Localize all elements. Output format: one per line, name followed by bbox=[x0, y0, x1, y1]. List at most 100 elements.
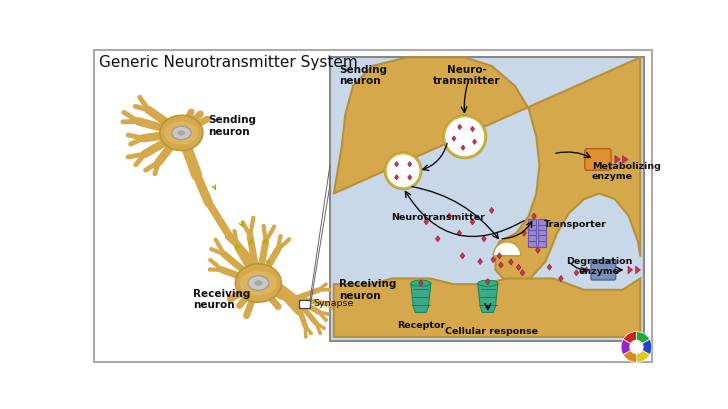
Ellipse shape bbox=[248, 276, 269, 290]
Polygon shape bbox=[482, 236, 486, 242]
Polygon shape bbox=[408, 162, 412, 167]
Text: Degradation
enzyme: Degradation enzyme bbox=[566, 256, 633, 276]
Bar bbox=[330, 58, 644, 341]
Wedge shape bbox=[636, 339, 652, 355]
Polygon shape bbox=[516, 265, 521, 271]
Circle shape bbox=[241, 221, 245, 225]
Wedge shape bbox=[636, 347, 650, 362]
Polygon shape bbox=[497, 253, 502, 259]
Ellipse shape bbox=[411, 281, 431, 287]
Text: Metabolizing
enzyme: Metabolizing enzyme bbox=[592, 162, 660, 181]
Polygon shape bbox=[411, 283, 431, 313]
Polygon shape bbox=[491, 257, 496, 263]
Circle shape bbox=[324, 318, 328, 322]
Polygon shape bbox=[521, 270, 525, 276]
Circle shape bbox=[333, 307, 337, 311]
Bar bbox=[299, 300, 310, 308]
Text: Generic Neurotransmitter System: Generic Neurotransmitter System bbox=[99, 54, 357, 70]
Ellipse shape bbox=[235, 264, 282, 303]
Circle shape bbox=[445, 117, 485, 157]
Polygon shape bbox=[334, 58, 641, 284]
Circle shape bbox=[386, 155, 420, 188]
Polygon shape bbox=[628, 266, 633, 274]
Polygon shape bbox=[478, 283, 498, 313]
Polygon shape bbox=[494, 243, 521, 256]
Circle shape bbox=[272, 225, 276, 229]
FancyBboxPatch shape bbox=[591, 260, 616, 280]
Text: Transporter: Transporter bbox=[544, 219, 607, 228]
Polygon shape bbox=[447, 213, 451, 220]
Wedge shape bbox=[636, 332, 650, 347]
Circle shape bbox=[322, 326, 326, 330]
Circle shape bbox=[630, 341, 643, 353]
Polygon shape bbox=[395, 175, 398, 181]
Circle shape bbox=[279, 235, 282, 238]
Wedge shape bbox=[621, 339, 636, 355]
Polygon shape bbox=[558, 276, 563, 282]
Polygon shape bbox=[470, 219, 475, 225]
Polygon shape bbox=[584, 267, 589, 273]
Circle shape bbox=[287, 238, 291, 242]
Ellipse shape bbox=[478, 281, 498, 287]
Circle shape bbox=[251, 216, 256, 220]
Circle shape bbox=[443, 116, 486, 159]
Polygon shape bbox=[419, 281, 423, 287]
Circle shape bbox=[232, 230, 237, 234]
Circle shape bbox=[326, 312, 330, 316]
Circle shape bbox=[225, 236, 229, 239]
Polygon shape bbox=[615, 156, 620, 164]
Polygon shape bbox=[424, 219, 429, 225]
Circle shape bbox=[384, 153, 422, 190]
Ellipse shape bbox=[160, 116, 203, 151]
Wedge shape bbox=[623, 347, 636, 362]
Polygon shape bbox=[470, 127, 475, 133]
Polygon shape bbox=[547, 264, 552, 270]
Polygon shape bbox=[452, 137, 456, 142]
Circle shape bbox=[214, 238, 218, 242]
Polygon shape bbox=[461, 146, 465, 151]
Text: Receptor: Receptor bbox=[397, 321, 445, 330]
Text: Neuro-
transmitter: Neuro- transmitter bbox=[433, 65, 501, 86]
Circle shape bbox=[208, 268, 212, 272]
Polygon shape bbox=[499, 262, 503, 268]
Circle shape bbox=[210, 247, 213, 252]
Polygon shape bbox=[486, 279, 490, 285]
Circle shape bbox=[309, 331, 313, 335]
Circle shape bbox=[324, 283, 328, 287]
Polygon shape bbox=[395, 162, 398, 167]
Ellipse shape bbox=[164, 122, 199, 145]
Circle shape bbox=[318, 331, 322, 335]
Circle shape bbox=[333, 301, 337, 305]
Text: Sending
neuron: Sending neuron bbox=[208, 115, 256, 137]
Circle shape bbox=[304, 335, 308, 339]
Ellipse shape bbox=[172, 127, 191, 140]
Polygon shape bbox=[622, 156, 628, 164]
Text: Receiving
neuron: Receiving neuron bbox=[193, 288, 250, 310]
Ellipse shape bbox=[254, 281, 262, 286]
Polygon shape bbox=[460, 253, 464, 259]
Polygon shape bbox=[334, 279, 641, 337]
Polygon shape bbox=[536, 247, 540, 254]
Polygon shape bbox=[489, 208, 494, 214]
Text: Synapse: Synapse bbox=[313, 298, 353, 307]
Ellipse shape bbox=[240, 271, 277, 296]
Text: Sending
neuron: Sending neuron bbox=[339, 65, 387, 86]
Polygon shape bbox=[408, 175, 412, 181]
Bar bbox=[538, 220, 546, 247]
Wedge shape bbox=[623, 332, 636, 347]
Circle shape bbox=[261, 225, 266, 229]
FancyBboxPatch shape bbox=[585, 149, 611, 171]
Polygon shape bbox=[457, 231, 462, 237]
Polygon shape bbox=[435, 236, 440, 242]
Circle shape bbox=[328, 288, 331, 292]
Text: Receiving
neuron: Receiving neuron bbox=[339, 279, 397, 300]
Polygon shape bbox=[574, 270, 579, 276]
Polygon shape bbox=[478, 259, 483, 265]
Ellipse shape bbox=[178, 131, 185, 136]
Polygon shape bbox=[472, 140, 477, 145]
Polygon shape bbox=[531, 213, 537, 220]
Text: Neurotransmitter: Neurotransmitter bbox=[392, 212, 486, 221]
Polygon shape bbox=[458, 125, 462, 130]
Polygon shape bbox=[636, 266, 641, 274]
Circle shape bbox=[208, 258, 213, 262]
